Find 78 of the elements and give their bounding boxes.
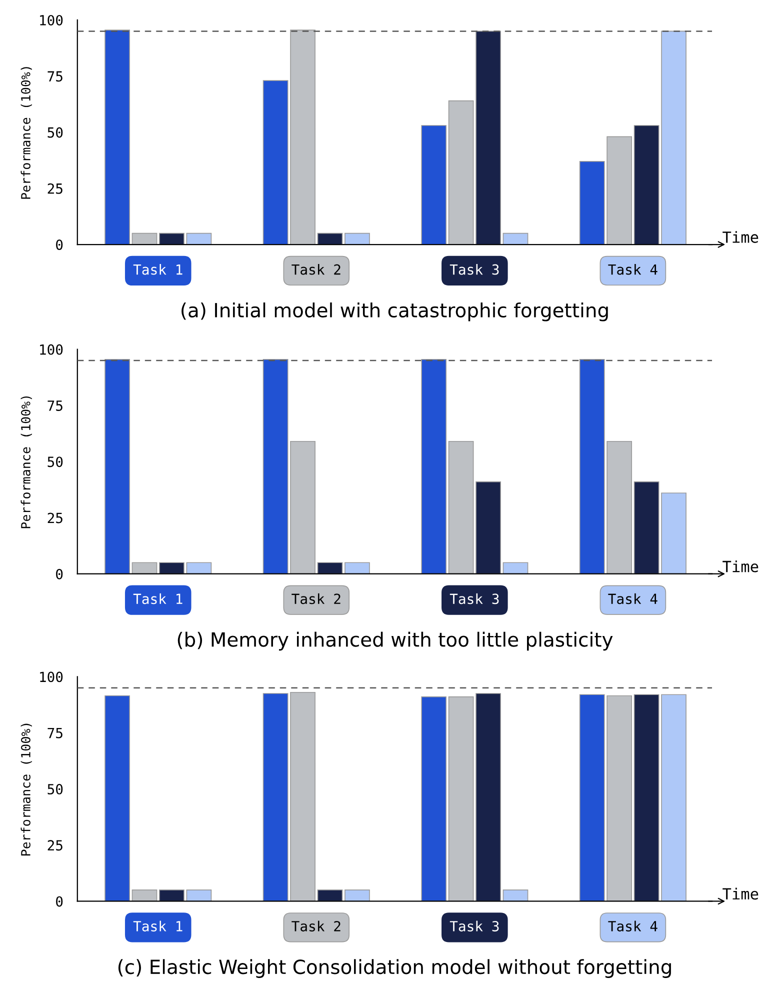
bar <box>448 440 474 574</box>
bar <box>262 80 288 245</box>
bar <box>476 693 501 902</box>
x-tick-label: Task 1 <box>133 264 182 275</box>
bar <box>344 562 370 574</box>
x-tick-label: Task 1 <box>133 920 182 932</box>
bar <box>421 696 447 902</box>
bar <box>186 562 212 574</box>
bar <box>317 890 343 902</box>
bar <box>661 492 686 574</box>
x-axis-title: Time <box>722 560 758 572</box>
bar <box>104 30 130 245</box>
y-tick-label: 0 <box>56 240 63 250</box>
bar <box>421 125 447 245</box>
y-tick-label: 100 <box>40 14 63 26</box>
bar <box>159 562 184 574</box>
bar <box>104 695 130 902</box>
bar <box>476 481 501 574</box>
y-tick-label: 75 <box>48 400 62 411</box>
y-tick-label: 25 <box>48 840 62 851</box>
bar <box>344 232 370 245</box>
bar <box>634 125 660 245</box>
bar <box>186 232 212 245</box>
y-tick-label: 50 <box>48 127 63 138</box>
y-tick-label: 100 <box>40 344 63 355</box>
x-tick-label: Task 2 <box>292 264 340 275</box>
y-tick-label: 75 <box>48 71 62 82</box>
bar <box>290 440 316 574</box>
x-axis-title: Time <box>722 231 758 243</box>
bar <box>502 232 528 245</box>
bar <box>634 481 660 574</box>
y-tick-label: 25 <box>48 512 62 524</box>
y-tick-label: 0 <box>56 896 63 907</box>
x-tick-label: Task 3 <box>450 264 499 275</box>
bar <box>159 232 184 245</box>
bar <box>186 890 212 902</box>
bar <box>159 890 184 902</box>
bar <box>661 30 686 245</box>
x-tick-label: Task 2 <box>292 920 340 932</box>
y-axis-title: Performance (100%) <box>20 724 32 856</box>
bar <box>476 30 501 245</box>
x-tick-label: Task 1 <box>133 593 182 604</box>
bar <box>262 358 288 574</box>
bar <box>132 562 158 574</box>
x-axis-title: Time <box>722 888 758 900</box>
x-tick-label: Task 3 <box>450 593 499 604</box>
bar <box>262 693 288 902</box>
text: (b) Memory inhanced with too little plasticity <box>178 632 613 651</box>
bar <box>661 694 686 902</box>
bar <box>502 890 528 902</box>
y-tick-label: 50 <box>48 784 63 794</box>
y-tick-label: 100 <box>40 672 63 682</box>
y-axis-title: Performance (100%) <box>20 67 32 199</box>
y-tick-label: 75 <box>48 728 62 738</box>
bar <box>132 890 158 902</box>
bar <box>290 692 316 902</box>
bar <box>317 562 343 574</box>
text: (c) Elastic Weight Consolidation model without forgetting <box>118 959 671 978</box>
bar <box>634 694 660 902</box>
x-tick-label: Task 4 <box>608 593 658 604</box>
bar <box>104 358 130 574</box>
y-tick-label: 0 <box>56 568 63 580</box>
x-tick-label: Task 3 <box>450 920 499 932</box>
x-tick-label: Task 2 <box>292 593 340 604</box>
y-axis-title: Performance (100%) <box>20 396 32 528</box>
bar <box>502 562 528 574</box>
bar <box>132 232 158 245</box>
bar <box>448 100 474 245</box>
text: (a) Initial model with catastrophic forgetting <box>182 302 608 322</box>
bar <box>448 696 474 902</box>
y-tick-label: 25 <box>48 183 62 194</box>
x-tick-label: Task 4 <box>608 920 658 932</box>
x-tick-label: Task 4 <box>608 264 658 275</box>
bar <box>344 890 370 902</box>
bar <box>421 358 447 574</box>
bar <box>317 232 343 245</box>
y-tick-label: 50 <box>48 456 63 468</box>
bar <box>290 30 316 245</box>
